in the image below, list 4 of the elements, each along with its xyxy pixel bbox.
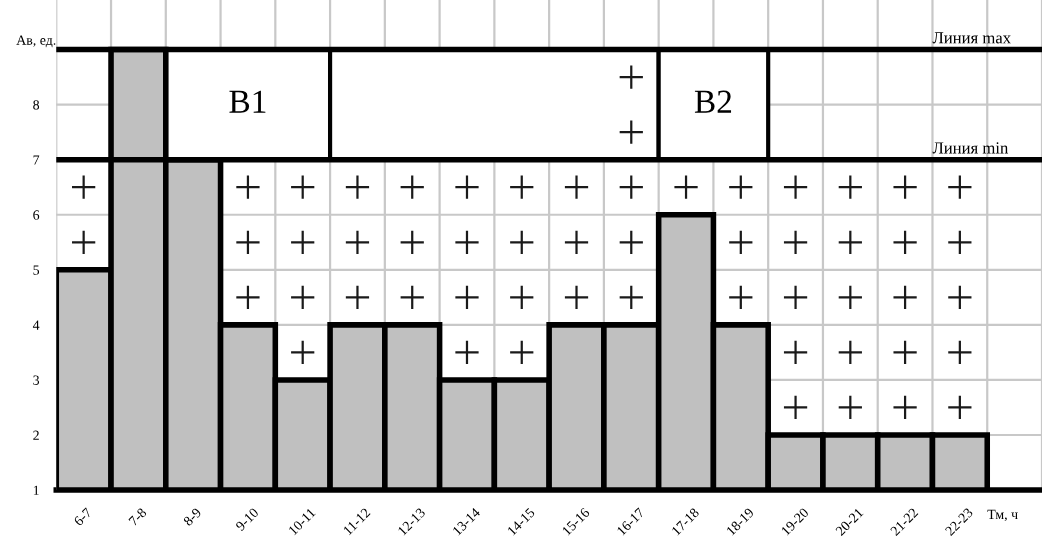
ref-line-label: Линия min: [932, 142, 1009, 154]
band-label: B1: [229, 90, 266, 113]
band-label: B2: [694, 90, 732, 113]
ref-line-label: Линия max: [932, 32, 1011, 44]
